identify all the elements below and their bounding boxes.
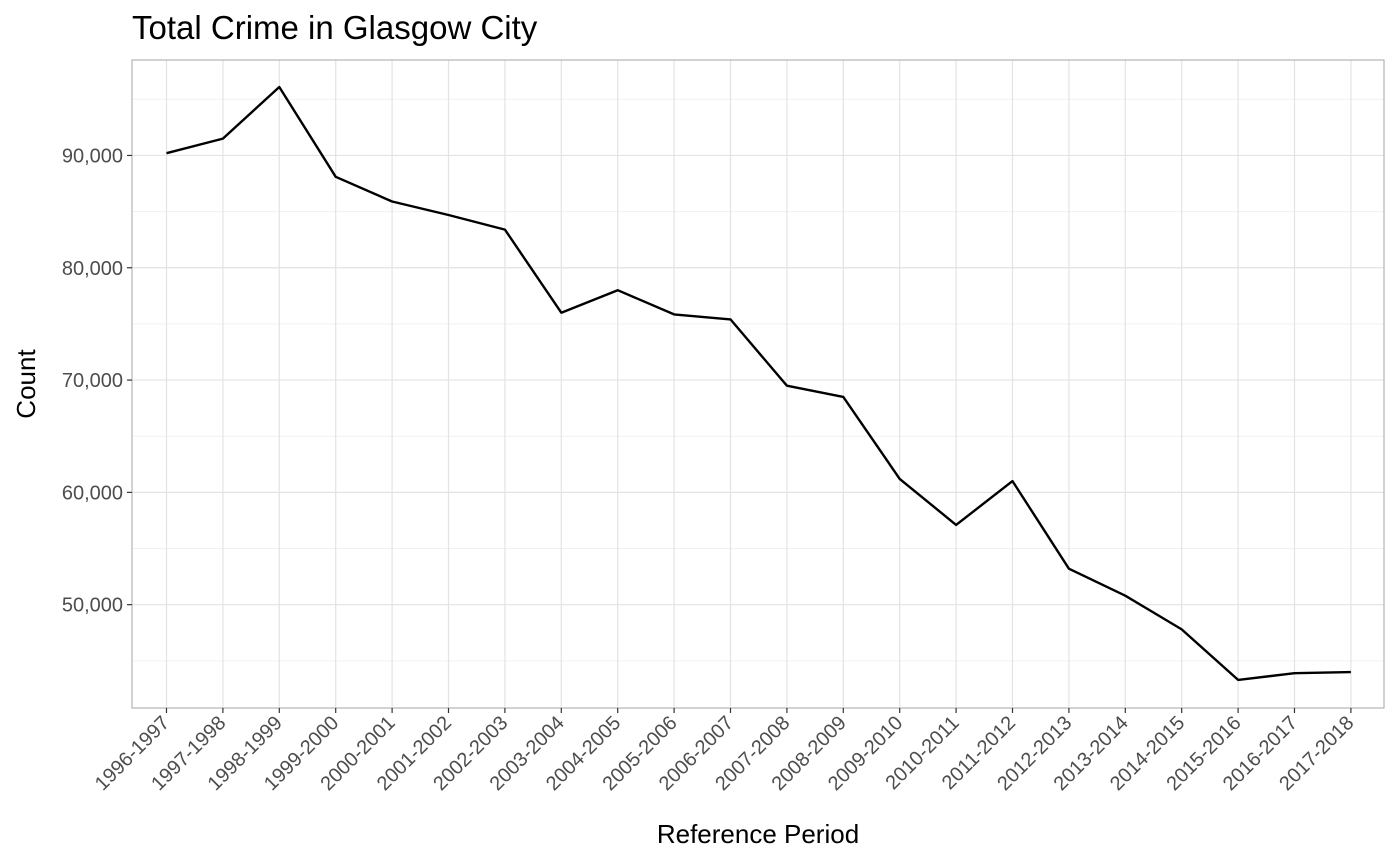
y-axis-title: Count (11, 349, 41, 419)
y-tick-label: 70,000 (62, 370, 123, 392)
y-axis: 50,000 60,000 70,000 80,000 90,000 (62, 145, 132, 617)
grid (132, 60, 1384, 708)
y-tick-label: 50,000 (62, 595, 123, 617)
panel-border (131, 59, 1385, 709)
x-axis: 1996-19971997-19981998-19991999-20002000… (91, 708, 1358, 795)
chart-title: Total Crime in Glasgow City (132, 9, 538, 46)
series-line (166, 85, 1351, 682)
series-layer (166, 85, 1351, 682)
y-tick-label: 60,000 (62, 482, 123, 504)
y-tick-label: 90,000 (62, 145, 123, 167)
y-tick-label: 80,000 (62, 258, 123, 280)
x-axis-title: Reference Period (657, 819, 859, 849)
